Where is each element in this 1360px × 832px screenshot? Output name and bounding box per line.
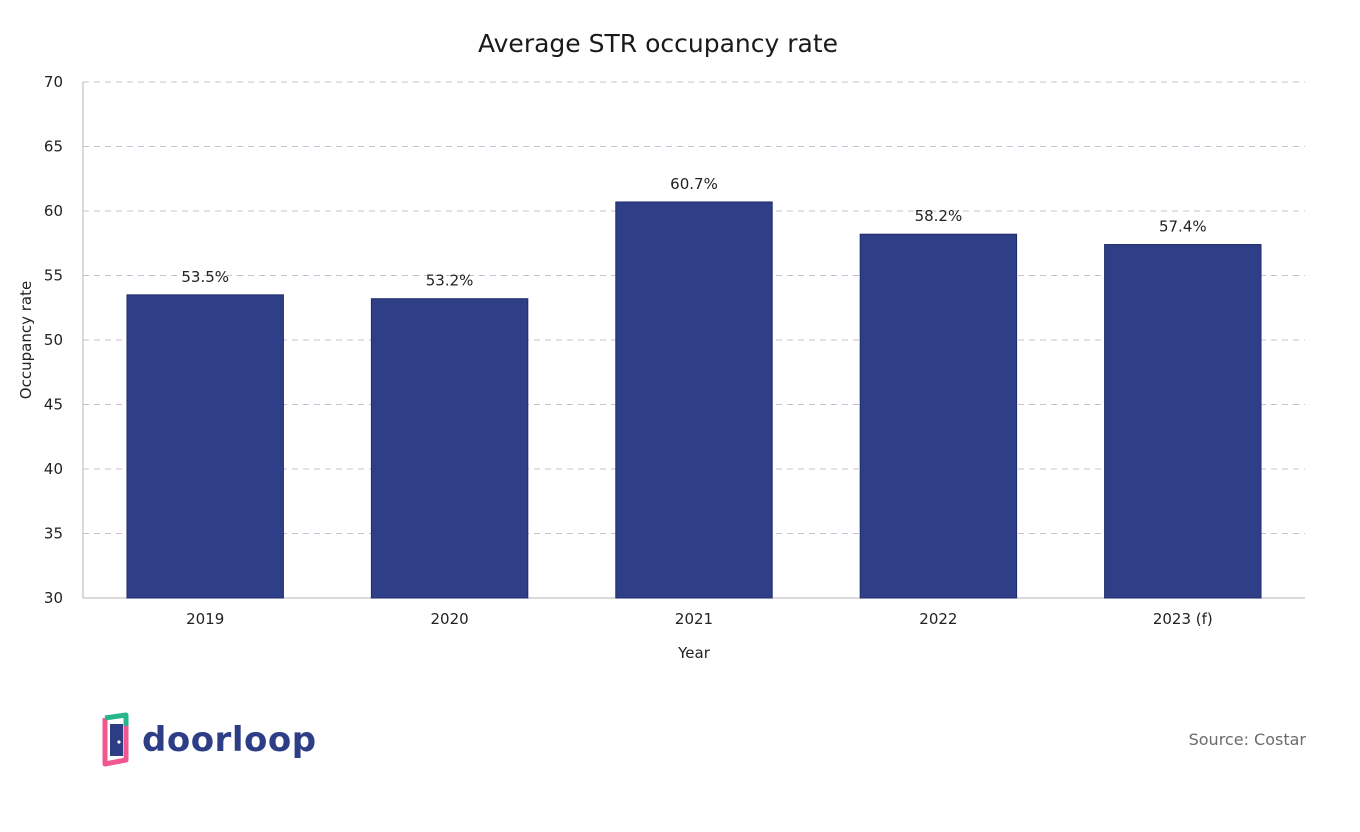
x-axis-title: Year	[677, 644, 711, 662]
x-tick-label: 2022	[919, 610, 957, 628]
logo-wordmark: doorloop	[142, 720, 317, 760]
x-tick-label: 2019	[186, 610, 224, 628]
x-tick-label: 2020	[431, 610, 469, 628]
data-label: 60.7%	[670, 175, 718, 193]
y-axis-title: Occupancy rate	[17, 281, 35, 399]
doorloop-logo: doorloop	[100, 712, 317, 768]
bar-2021	[615, 201, 773, 599]
data-label: 58.2%	[915, 207, 963, 225]
bar-data-labels: 53.5% 53.2% 60.7% 58.2% 57.4%	[181, 175, 1206, 290]
y-tick-label: 35	[44, 525, 63, 543]
chart-title: Average STR occupancy rate	[478, 29, 838, 58]
bar-chart: Average STR occupancy rate 30 35 40 45 50 55 6…	[17, 29, 1305, 662]
x-tick-label: 2023 (f)	[1153, 610, 1213, 628]
data-label: 53.2%	[426, 272, 474, 290]
y-tick-label: 40	[44, 460, 63, 478]
y-tick-label: 30	[44, 589, 63, 607]
bar-2020	[370, 298, 529, 599]
y-tick-label: 60	[44, 202, 63, 220]
y-tick-label: 70	[44, 73, 63, 91]
y-tick-label: 50	[44, 331, 63, 349]
door-icon	[102, 712, 129, 767]
data-label: 57.4%	[1159, 218, 1207, 236]
bar-2022	[859, 233, 1018, 599]
y-tick-label: 45	[44, 396, 63, 414]
source-note: Source: Costar	[1188, 730, 1306, 749]
y-tick-label: 65	[44, 138, 63, 156]
data-label: 53.5%	[181, 268, 229, 286]
x-tick-label: 2021	[675, 610, 713, 628]
bars	[126, 201, 1262, 599]
bar-2023-f-	[1104, 244, 1262, 599]
y-axis-ticks: 30 35 40 45 50 55 60 65 70	[44, 73, 63, 607]
y-tick-label: 55	[44, 267, 63, 285]
x-axis-ticks: 2019 2020 2021 2022 2023 (f)	[186, 610, 1213, 628]
bar-2019	[126, 294, 284, 599]
